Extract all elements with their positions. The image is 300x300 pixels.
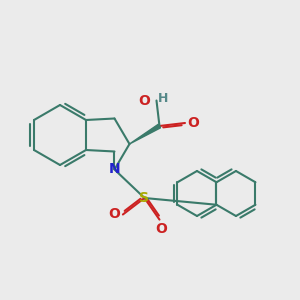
Polygon shape (130, 124, 160, 144)
Text: O: O (109, 208, 120, 221)
Text: N: N (109, 163, 120, 176)
Text: H: H (158, 92, 168, 105)
Text: O: O (188, 116, 199, 130)
Text: S: S (140, 191, 149, 205)
Text: O: O (155, 222, 167, 236)
Text: O: O (138, 94, 150, 107)
